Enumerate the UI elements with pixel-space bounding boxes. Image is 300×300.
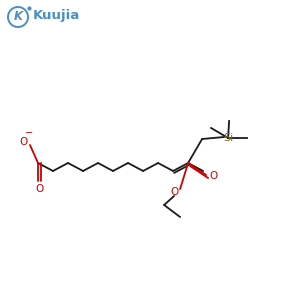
Text: −: − — [25, 128, 33, 138]
Text: O: O — [19, 137, 27, 147]
Text: O: O — [35, 184, 44, 194]
Text: O: O — [209, 171, 217, 181]
Text: O: O — [170, 187, 178, 197]
Text: Kuujia: Kuujia — [33, 10, 80, 22]
Text: K: K — [14, 11, 22, 23]
Text: Si: Si — [223, 133, 233, 143]
